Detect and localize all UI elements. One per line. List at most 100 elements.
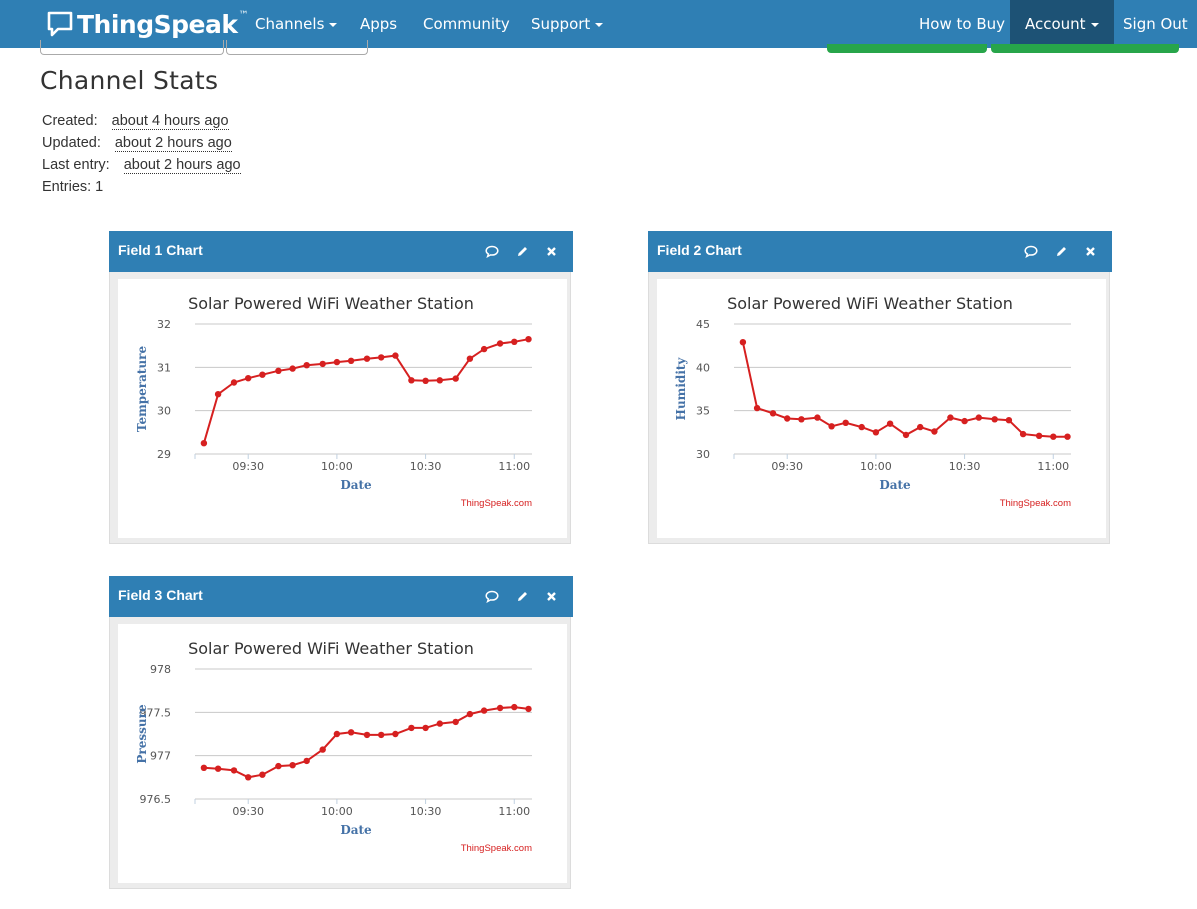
series-line (741, 341, 1068, 438)
close-icon[interactable] (1082, 242, 1098, 260)
data-point (842, 419, 849, 426)
x-tick-label: 10:30 (410, 460, 442, 473)
data-point (480, 707, 488, 714)
chart-credit: ThingSpeak.com (1000, 498, 1071, 509)
nav-how-to-buy[interactable]: How to Buy (919, 15, 1005, 33)
nav-channels-label: Channels (255, 15, 325, 33)
data-point (452, 718, 459, 726)
data-point (947, 414, 954, 421)
close-icon[interactable] (543, 242, 559, 260)
chart-area: Solar Powered WiFi Weather Station 29 30 31… (118, 279, 567, 538)
x-tick-label: 10:00 (860, 460, 892, 473)
data-point (496, 340, 504, 347)
data-point (739, 339, 747, 346)
data-point (408, 377, 415, 384)
comment-icon[interactable] (1023, 242, 1039, 260)
data-point (303, 362, 310, 369)
pencil-icon[interactable] (514, 587, 530, 605)
nav-sign-out[interactable]: Sign Out (1123, 15, 1188, 33)
y-tick-label: 30 (157, 405, 171, 418)
x-tick-label: 11:00 (498, 805, 530, 818)
x-tick-label: 10:00 (321, 460, 353, 473)
data-point (319, 360, 326, 368)
thingspeak-logo[interactable]: ThingSpeak ™ (47, 8, 248, 40)
x-tick-label: 09:30 (771, 460, 803, 473)
data-point (1019, 430, 1027, 438)
nav-community[interactable]: Community (423, 15, 510, 33)
data-point (200, 764, 208, 771)
stat-last-entry-value: about 2 hours ago (123, 157, 241, 174)
x-axis-title: Date (340, 478, 372, 492)
x-tick-label: 10:30 (949, 460, 981, 473)
data-point (991, 416, 998, 423)
data-point (408, 724, 415, 732)
hidden-tab-button-1[interactable] (40, 40, 224, 55)
y-tick-label: 35 (696, 405, 710, 418)
data-point (931, 428, 938, 435)
data-point (392, 352, 399, 359)
chart-title: Solar Powered WiFi Weather Station (188, 639, 474, 658)
data-point (452, 375, 459, 382)
data-point (378, 354, 385, 361)
hidden-green-button-2[interactable] (991, 44, 1179, 53)
caret-down-icon (595, 22, 604, 27)
data-point (245, 774, 252, 781)
data-point (975, 414, 982, 421)
data-point (496, 704, 504, 712)
data-point (1035, 432, 1043, 439)
close-icon[interactable] (543, 587, 559, 605)
data-point (422, 377, 429, 384)
x-tick-label: 11:00 (498, 460, 530, 473)
stat-updated-value: about 2 hours ago (114, 135, 232, 152)
comment-icon[interactable] (484, 242, 500, 260)
pencil-icon[interactable] (514, 242, 530, 260)
data-point (872, 429, 880, 436)
nav-apps[interactable]: Apps (360, 15, 398, 33)
y-tick-label: 978 (150, 663, 171, 676)
stat-last-entry: Last entry: about 2 hours ago (42, 157, 241, 174)
field-3-chart-panel: Field 3 Chart Solar Powered WiFi Weather… (109, 576, 573, 889)
data-point (200, 440, 208, 447)
stat-created-value: about 4 hours ago (111, 113, 229, 130)
pencil-icon[interactable] (1053, 242, 1069, 260)
y-tick-label: 32 (157, 318, 171, 331)
brand-trademark: ™ (238, 10, 249, 21)
y-tick-label: 29 (157, 448, 171, 461)
data-point (392, 730, 399, 738)
data-point (245, 375, 252, 382)
data-point (1005, 417, 1013, 424)
data-point (858, 423, 865, 431)
series-line (203, 706, 529, 779)
panel-title: Field 3 Chart (118, 587, 203, 603)
field-3-chart: Solar Powered WiFi Weather Station 976.5 9… (135, 639, 532, 854)
top-navbar: ThingSpeak ™ Channels Apps Community Sup… (0, 0, 1197, 48)
data-point (525, 705, 532, 713)
y-axis-title: Temperature (135, 346, 149, 433)
nav-account-label: Account (1025, 15, 1086, 33)
data-point (214, 391, 222, 398)
data-point (784, 415, 791, 422)
hidden-green-button-1[interactable] (827, 44, 987, 53)
nav-channels[interactable]: Channels (255, 0, 338, 48)
caret-down-icon (1090, 22, 1099, 27)
data-point (333, 358, 341, 366)
data-point (319, 746, 326, 753)
panel-header: Field 3 Chart (109, 576, 573, 617)
hidden-tab-button-2[interactable] (226, 40, 368, 55)
data-point (303, 757, 310, 765)
nav-account[interactable]: Account (1010, 0, 1114, 48)
comment-icon[interactable] (484, 587, 500, 605)
chart-title: Solar Powered WiFi Weather Station (727, 294, 1013, 313)
data-point (422, 724, 429, 732)
chart-title: Solar Powered WiFi Weather Station (188, 294, 474, 313)
nav-support[interactable]: Support (531, 0, 604, 48)
data-point (289, 365, 296, 372)
data-point (917, 423, 924, 431)
data-point (886, 420, 894, 427)
stat-entries: Entries: 1 (42, 179, 104, 195)
data-point (347, 357, 355, 364)
x-tick-label: 10:30 (410, 805, 442, 818)
brand-name: ThingSpeak (77, 9, 238, 39)
data-point (753, 404, 761, 412)
data-point (525, 336, 532, 343)
